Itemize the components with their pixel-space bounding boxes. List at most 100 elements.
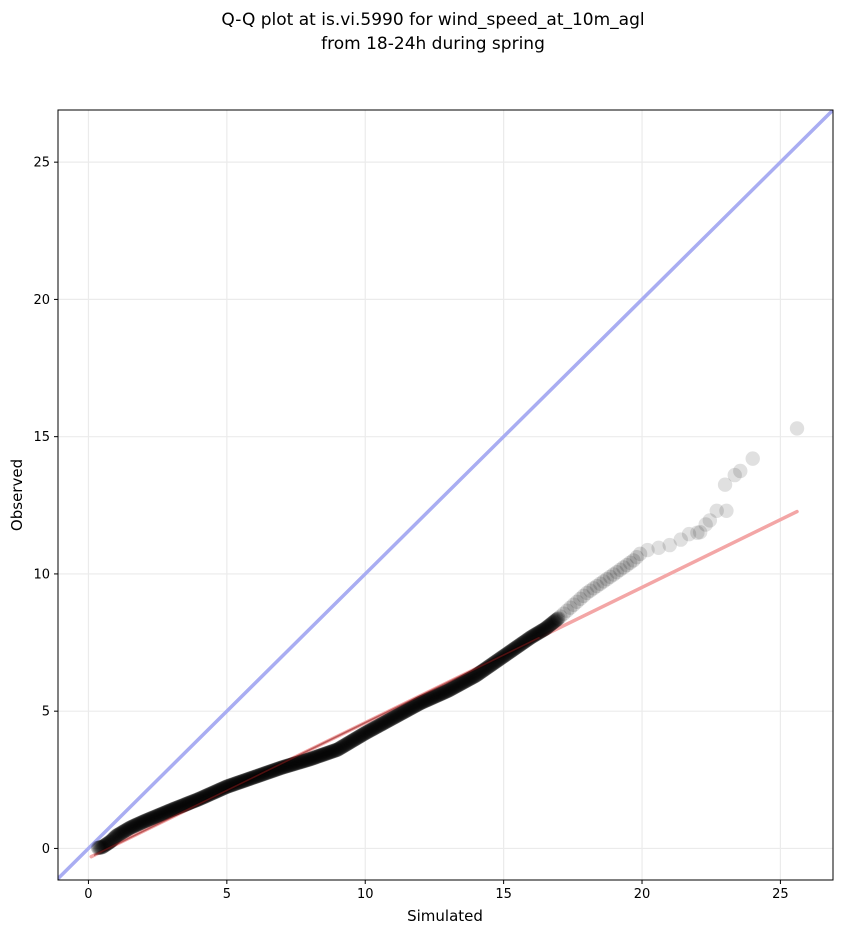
quantile-point bbox=[520, 632, 535, 648]
y-tick-label: 5 bbox=[42, 705, 50, 720]
quantile-point bbox=[316, 747, 332, 762]
quantile-point bbox=[137, 813, 152, 829]
y-tick-label: 10 bbox=[33, 567, 50, 582]
quantile-point bbox=[462, 671, 478, 686]
quantile-point bbox=[211, 783, 226, 798]
quantile-point bbox=[366, 721, 381, 736]
quantile-point bbox=[449, 678, 464, 694]
quantile-point bbox=[355, 727, 370, 742]
quantile-point bbox=[397, 704, 412, 720]
quantile-point bbox=[141, 812, 156, 827]
quantile-point bbox=[471, 666, 487, 681]
quantile-point bbox=[459, 673, 474, 688]
quantile-point bbox=[523, 629, 539, 645]
quantile-point bbox=[152, 807, 168, 822]
fit-line-dense-segment bbox=[93, 636, 540, 857]
quantile-point bbox=[303, 751, 318, 767]
quantile-point bbox=[299, 753, 314, 768]
quantile-point bbox=[331, 741, 346, 757]
quantile-point bbox=[394, 706, 409, 721]
quantile-point bbox=[542, 618, 557, 633]
quantile-point bbox=[386, 710, 401, 725]
quantile-point bbox=[212, 782, 227, 798]
quantile-point bbox=[439, 684, 455, 699]
quantile-point bbox=[108, 829, 123, 844]
quantile-point bbox=[381, 713, 396, 728]
quantile-point bbox=[121, 821, 137, 836]
quantile-point bbox=[450, 678, 465, 693]
quantile-point bbox=[310, 749, 326, 764]
quantile-point bbox=[207, 785, 222, 800]
quantile-point bbox=[359, 725, 374, 740]
quantile-point bbox=[220, 779, 236, 794]
quantile-point bbox=[398, 703, 414, 718]
quantile-point bbox=[456, 675, 471, 690]
quantile-point bbox=[457, 674, 472, 690]
quantile-point bbox=[465, 669, 481, 685]
quantile-point bbox=[391, 707, 406, 723]
chart-title-line-2: from 18-24h during spring bbox=[321, 34, 545, 54]
quantile-point bbox=[444, 681, 459, 696]
quantile-point bbox=[174, 798, 189, 814]
quantile-point bbox=[463, 670, 479, 686]
quantile-point bbox=[342, 734, 358, 750]
y-tick-label: 20 bbox=[33, 293, 50, 308]
quantile-point bbox=[341, 735, 357, 750]
quantile-point bbox=[224, 777, 240, 793]
quantile-point bbox=[158, 805, 174, 820]
quantile-point bbox=[606, 567, 621, 582]
quantile-point bbox=[167, 801, 182, 816]
quantile-point bbox=[348, 731, 364, 746]
quantile-point bbox=[388, 709, 403, 724]
quantile-point bbox=[315, 747, 331, 762]
quantile-point bbox=[406, 699, 422, 714]
quantile-point bbox=[461, 671, 477, 687]
quantile-point bbox=[417, 693, 432, 709]
quantile-point bbox=[175, 798, 190, 813]
quantile-point bbox=[109, 828, 124, 844]
quantile-point bbox=[294, 754, 309, 769]
quantile-point bbox=[487, 655, 502, 670]
quantile-point bbox=[147, 809, 162, 825]
quantile-point bbox=[113, 826, 128, 841]
x-tick-label: 25 bbox=[772, 887, 789, 902]
y-tick-label: 25 bbox=[33, 156, 50, 171]
quantile-point bbox=[662, 537, 677, 553]
quantile-point bbox=[443, 682, 458, 697]
quantile-point bbox=[265, 763, 280, 779]
quantile-point bbox=[165, 802, 180, 817]
quantile-point bbox=[206, 785, 221, 800]
quantile-point bbox=[155, 806, 171, 821]
quantile-point bbox=[336, 738, 352, 753]
quantile-point bbox=[139, 813, 154, 828]
quantile-point bbox=[464, 670, 480, 685]
quantile-point bbox=[371, 718, 387, 733]
quantile-point bbox=[622, 555, 638, 570]
quantile-point bbox=[436, 685, 452, 700]
quantile-point bbox=[306, 750, 322, 765]
quantile-point bbox=[446, 680, 461, 695]
quantile-point bbox=[125, 819, 141, 834]
quantile-point bbox=[412, 696, 427, 711]
quantile-point bbox=[271, 761, 286, 776]
quantile-point bbox=[702, 513, 718, 528]
quantile-point bbox=[583, 583, 598, 598]
quantile-point bbox=[149, 809, 164, 824]
quantile-point bbox=[291, 755, 306, 770]
quantile-point bbox=[468, 668, 484, 683]
quantile-point bbox=[539, 620, 554, 635]
quantile-point bbox=[401, 702, 417, 717]
quantile-point bbox=[146, 810, 161, 825]
quantile-point bbox=[545, 615, 560, 631]
quantile-point bbox=[415, 694, 430, 710]
quantile-point bbox=[344, 733, 360, 749]
quantile-point bbox=[133, 815, 148, 831]
quantile-point bbox=[380, 713, 395, 729]
quantile-point bbox=[485, 656, 500, 672]
quantile-point bbox=[596, 574, 611, 589]
quantile-point bbox=[296, 753, 311, 769]
quantile-point bbox=[332, 741, 347, 756]
quantile-point bbox=[166, 801, 181, 817]
quantile-point bbox=[550, 611, 565, 627]
quantile-point bbox=[209, 784, 224, 799]
